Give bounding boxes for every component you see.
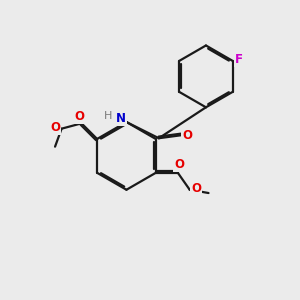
- Text: O: O: [191, 182, 201, 195]
- Text: O: O: [174, 158, 184, 171]
- Text: O: O: [50, 121, 60, 134]
- Text: N: N: [116, 112, 126, 125]
- Text: O: O: [182, 129, 192, 142]
- Text: F: F: [235, 53, 243, 66]
- Text: H: H: [104, 110, 112, 121]
- Text: O: O: [74, 110, 84, 123]
